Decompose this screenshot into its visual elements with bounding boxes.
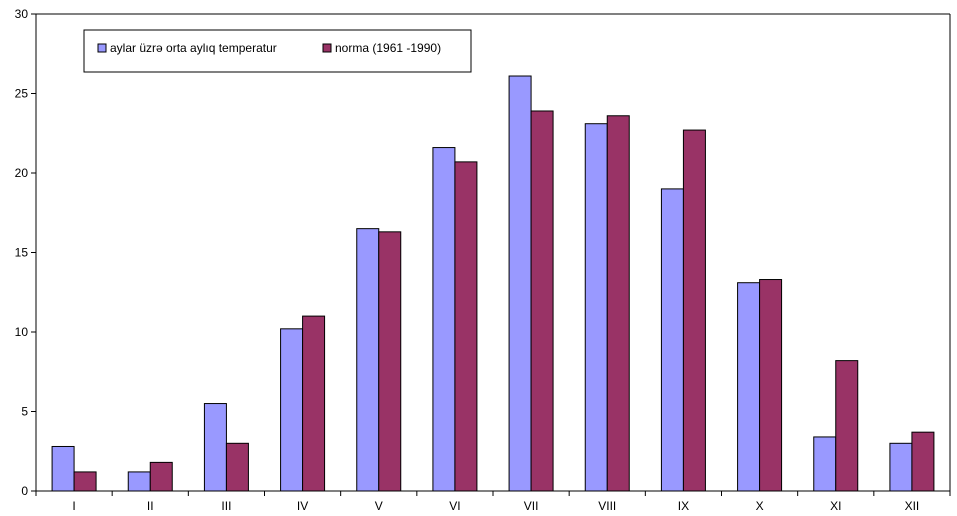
bar-monthly-temp-V bbox=[356, 228, 380, 492]
x-tick-label: X bbox=[756, 499, 764, 513]
y-axis: 0 5 10 15 20 25 30 bbox=[15, 7, 951, 498]
y-tick-label: 25 bbox=[15, 87, 29, 101]
bar-norm-VIII bbox=[606, 115, 630, 492]
bar-norm-VII bbox=[530, 110, 554, 492]
x-tick-label: I bbox=[72, 499, 75, 513]
bar-monthly-temp-VII bbox=[508, 75, 532, 492]
bar-monthly-temp-I bbox=[51, 445, 75, 492]
bar-monthly-temp-IX bbox=[660, 188, 684, 492]
x-tick-label: XI bbox=[830, 499, 841, 513]
bar-monthly-temp-IV bbox=[280, 328, 304, 492]
x-tick-label: III bbox=[221, 499, 231, 513]
bar-norm-V bbox=[378, 231, 402, 492]
y-tick-label: 0 bbox=[21, 484, 28, 498]
bar-monthly-temp-II bbox=[127, 471, 151, 492]
y-tick-label: 30 bbox=[15, 7, 29, 21]
legend-label-0: aylar üzrə orta aylıq temperatur bbox=[110, 41, 277, 55]
x-tick-label: IX bbox=[678, 499, 689, 513]
bar-norm-IV bbox=[302, 315, 326, 492]
bar-norm-III bbox=[225, 442, 249, 492]
y-tick-label: 5 bbox=[21, 405, 28, 419]
x-tick-label: IV bbox=[297, 499, 308, 513]
y-tick-label: 20 bbox=[15, 166, 29, 180]
bar-norm-VI bbox=[454, 161, 478, 492]
y-tick-label: 15 bbox=[15, 246, 29, 260]
bar-monthly-temp-X bbox=[737, 282, 761, 492]
x-tick-label: VI bbox=[449, 499, 460, 513]
x-tick-label: V bbox=[375, 499, 383, 513]
bar-norm-IX bbox=[682, 129, 706, 492]
x-tick-label: VIII bbox=[598, 499, 616, 513]
legend: aylar üzrə orta aylıq temperatur norma (1… bbox=[83, 29, 472, 73]
legend-swatch-1 bbox=[322, 43, 332, 53]
bar-monthly-temp-XI bbox=[813, 436, 837, 492]
legend-label-1: norma (1961 -1990) bbox=[335, 41, 441, 55]
bar-monthly-temp-XII bbox=[889, 442, 913, 492]
x-tick-label: VII bbox=[524, 499, 539, 513]
legend-swatch-0 bbox=[97, 43, 107, 53]
bar-norm-X bbox=[759, 279, 783, 492]
x-axis: I II III IV V VI VII VIII IX X XI XII bbox=[35, 490, 951, 513]
bar-norm-XI bbox=[835, 360, 859, 492]
bar-norm-II bbox=[149, 461, 173, 492]
y-tick-label: 10 bbox=[15, 325, 29, 339]
legend-box bbox=[83, 29, 472, 73]
bar-norm-I bbox=[73, 471, 97, 492]
bar-monthly-temp-III bbox=[203, 403, 227, 492]
bar-monthly-temp-VIII bbox=[584, 123, 608, 492]
x-tick-label: XII bbox=[905, 499, 920, 513]
x-tick-label: II bbox=[147, 499, 154, 513]
bars bbox=[51, 75, 935, 492]
bar-norm-XII bbox=[911, 431, 935, 492]
bar-monthly-temp-VI bbox=[432, 147, 456, 492]
